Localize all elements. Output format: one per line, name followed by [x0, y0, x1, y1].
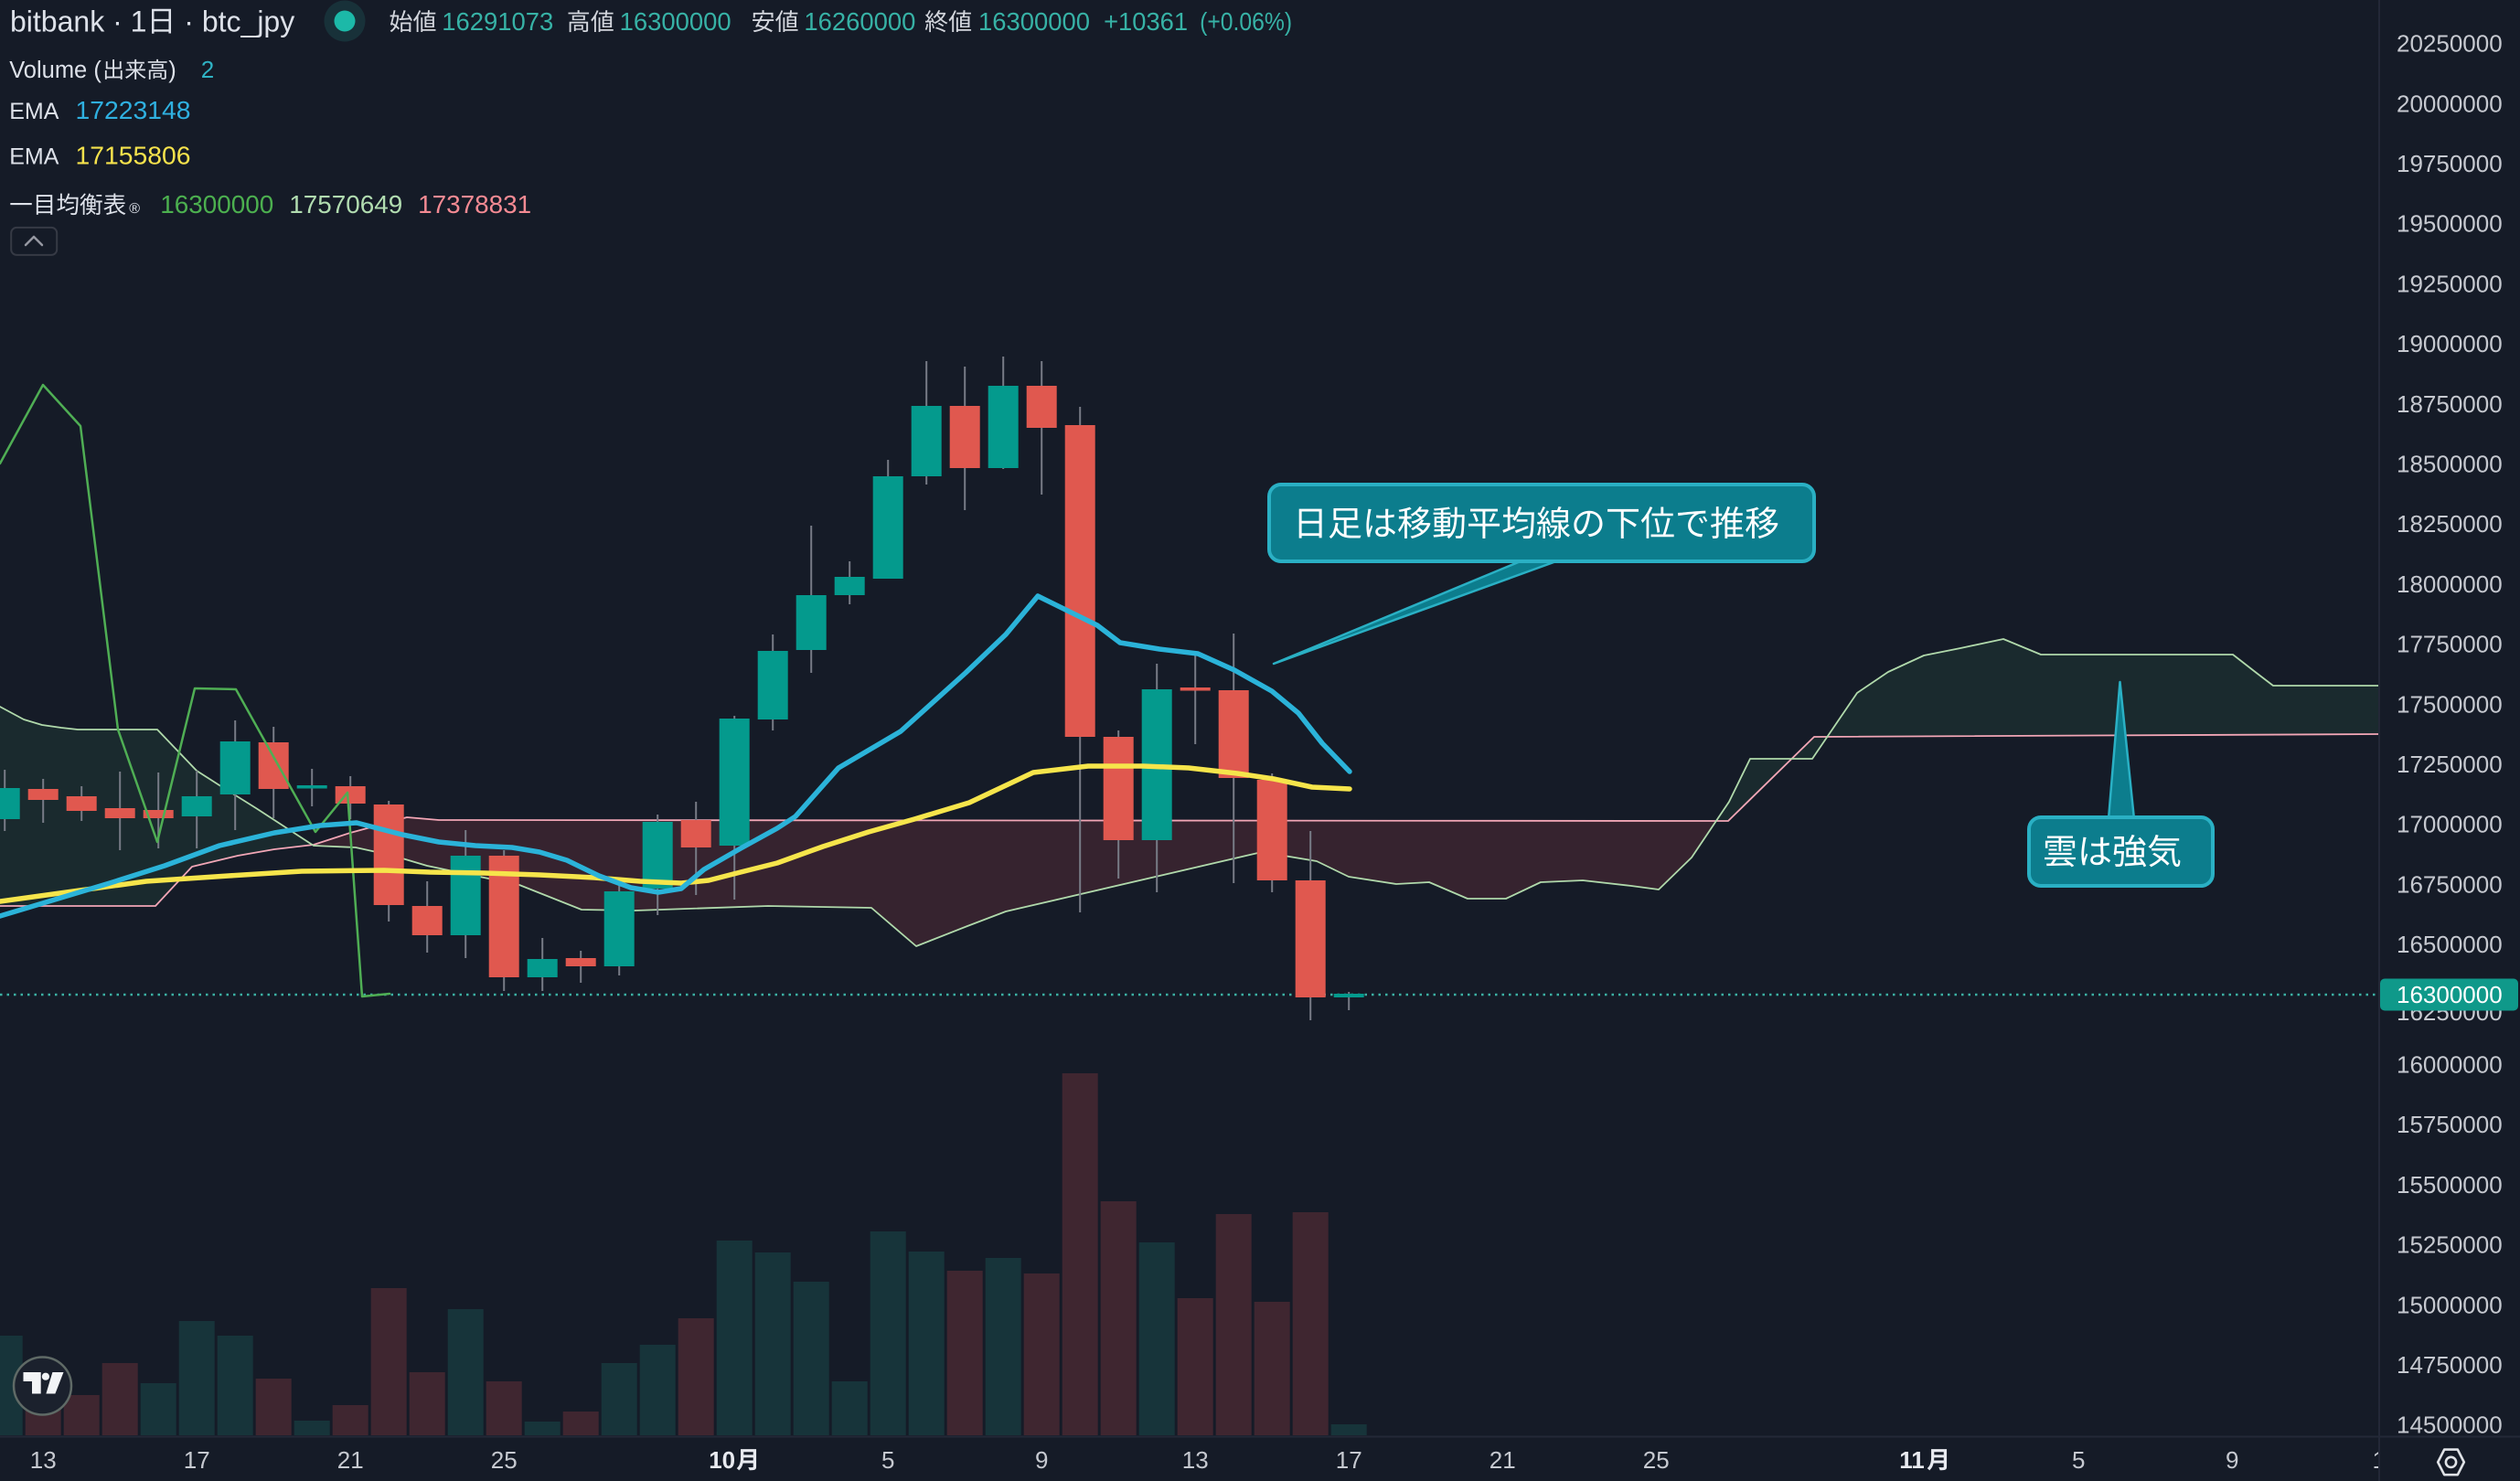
svg-text:15000000: 15000000 — [2397, 1291, 2503, 1318]
svg-text:17570649: 17570649 — [289, 190, 402, 218]
svg-text:16500000: 16500000 — [2397, 931, 2503, 958]
svg-text:16300000: 16300000 — [620, 7, 731, 36]
svg-text:18250000: 18250000 — [2397, 510, 2503, 538]
svg-text:13: 13 — [30, 1446, 57, 1474]
svg-text:25: 25 — [1643, 1446, 1670, 1474]
svg-text:18500000: 18500000 — [2397, 451, 2503, 478]
svg-text:19500000: 19500000 — [2397, 210, 2503, 238]
svg-text:20000000: 20000000 — [2397, 90, 2503, 117]
svg-text:16000000: 16000000 — [2397, 1051, 2503, 1079]
svg-text:21: 21 — [337, 1446, 364, 1474]
svg-text:9: 9 — [2226, 1446, 2238, 1474]
svg-text:19000000: 19000000 — [2397, 330, 2503, 357]
svg-text:· 1: · 1 — [104, 5, 146, 38]
svg-text:19750000: 19750000 — [2397, 150, 2503, 177]
svg-text:®: ® — [129, 201, 140, 217]
svg-text:17155806: 17155806 — [76, 142, 191, 170]
svg-text:17223148: 17223148 — [76, 96, 191, 124]
svg-text:EMA: EMA — [9, 99, 59, 124]
svg-text:17500000: 17500000 — [2397, 690, 2503, 718]
svg-text:16291073: 16291073 — [442, 7, 553, 36]
svg-text:5: 5 — [881, 1446, 894, 1474]
svg-text:· btc_jpy: · btc_jpy — [176, 5, 294, 38]
svg-text:Volume (: Volume ( — [9, 58, 101, 83]
svg-text:5: 5 — [2072, 1446, 2085, 1474]
svg-text:14750000: 14750000 — [2397, 1351, 2503, 1379]
svg-text:15250000: 15250000 — [2397, 1231, 2503, 1259]
svg-text:17000000: 17000000 — [2397, 811, 2503, 838]
svg-text:14500000: 14500000 — [2397, 1412, 2503, 1439]
svg-text:17: 17 — [184, 1446, 210, 1474]
svg-text:21: 21 — [1490, 1446, 1516, 1474]
svg-text:25: 25 — [491, 1446, 518, 1474]
svg-text:9: 9 — [1035, 1446, 1048, 1474]
svg-text:18000000: 18000000 — [2397, 570, 2503, 598]
svg-text:15750000: 15750000 — [2397, 1111, 2503, 1138]
svg-text:20250000: 20250000 — [2397, 30, 2503, 58]
svg-text:16300000: 16300000 — [160, 190, 273, 218]
svg-text:): ) — [168, 58, 176, 83]
svg-text:2: 2 — [201, 56, 214, 83]
svg-text:EMA: EMA — [9, 144, 59, 170]
svg-text:19250000: 19250000 — [2397, 270, 2503, 297]
svg-text:18750000: 18750000 — [2397, 390, 2503, 418]
svg-text:+10361: +10361 — [1104, 7, 1188, 36]
svg-text:(+0.06%): (+0.06%) — [1200, 7, 1292, 36]
svg-text:17250000: 17250000 — [2397, 751, 2503, 778]
svg-text:17: 17 — [1336, 1446, 1362, 1474]
svg-text:10: 10 — [709, 1446, 735, 1474]
svg-text:17750000: 17750000 — [2397, 631, 2503, 658]
svg-text:15500000: 15500000 — [2397, 1171, 2503, 1199]
svg-text:17378831: 17378831 — [418, 190, 531, 218]
svg-text:16750000: 16750000 — [2397, 870, 2503, 898]
svg-text:16300000: 16300000 — [978, 7, 1090, 36]
svg-text:bitbank: bitbank — [10, 5, 105, 38]
svg-text:13: 13 — [1182, 1446, 1209, 1474]
svg-text:16260000: 16260000 — [804, 7, 915, 36]
svg-text:16300000: 16300000 — [2397, 981, 2503, 1008]
svg-text:11: 11 — [1899, 1446, 1925, 1474]
